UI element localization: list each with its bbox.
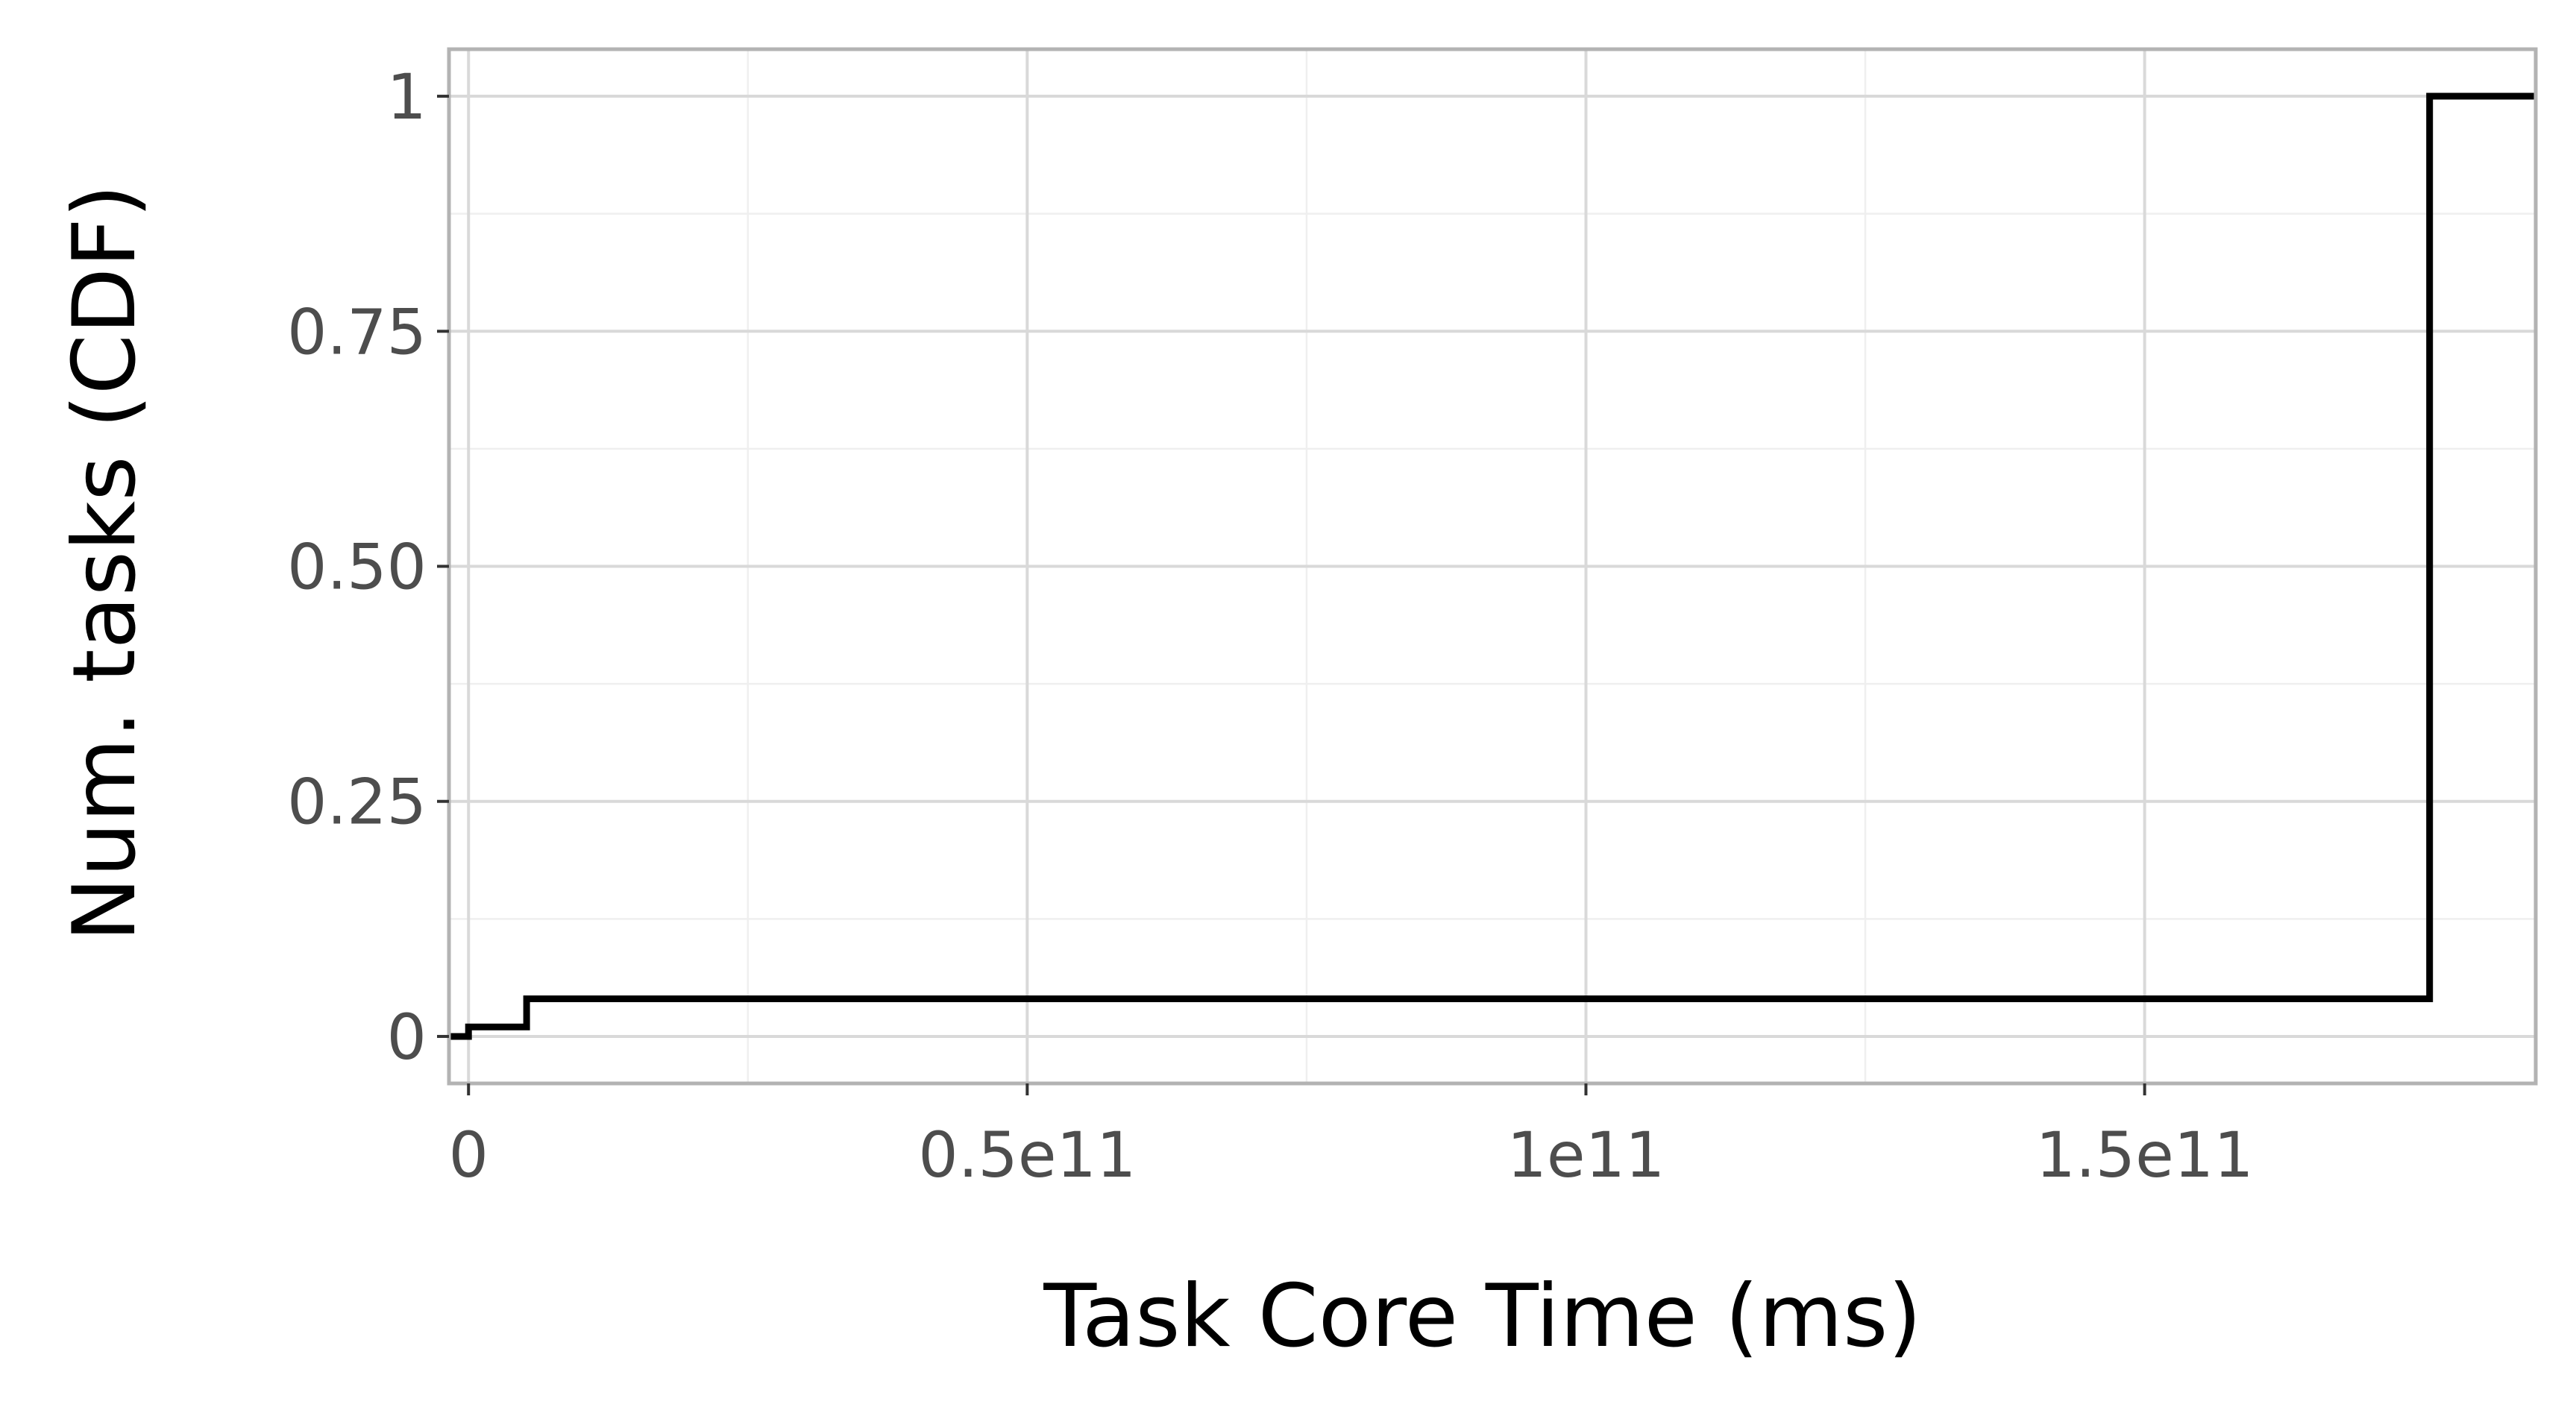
y-axis-ticks: 0 0.25 0.50 0.75 1 [287, 60, 449, 1074]
series-layer [449, 92, 2536, 1040]
x-axis-ticks: 0 0.5e11 1e11 1.5e11 [448, 1083, 2254, 1192]
x-tick-label: 1e11 [1507, 1118, 1665, 1192]
x-tick-label: 0.5e11 [918, 1118, 1136, 1192]
y-tick-label: 0.25 [287, 766, 427, 839]
minor-gridlines [449, 49, 2536, 1083]
x-axis-title: Task Core Time (ms) [1043, 1266, 1921, 1367]
y-tick-label: 0.75 [287, 295, 427, 368]
y-tick-label: 1 [387, 60, 427, 133]
cdf-step-line-0 [449, 92, 2536, 1040]
x-tick-label: 1.5e11 [2036, 1118, 2254, 1192]
major-gridlines [449, 49, 2536, 1083]
y-tick-label: 0 [387, 1001, 427, 1074]
x-tick-label: 0 [448, 1118, 488, 1192]
y-tick-label: 0.50 [287, 531, 427, 604]
y-axis-title: Num. tasks (CDF) [54, 184, 155, 942]
